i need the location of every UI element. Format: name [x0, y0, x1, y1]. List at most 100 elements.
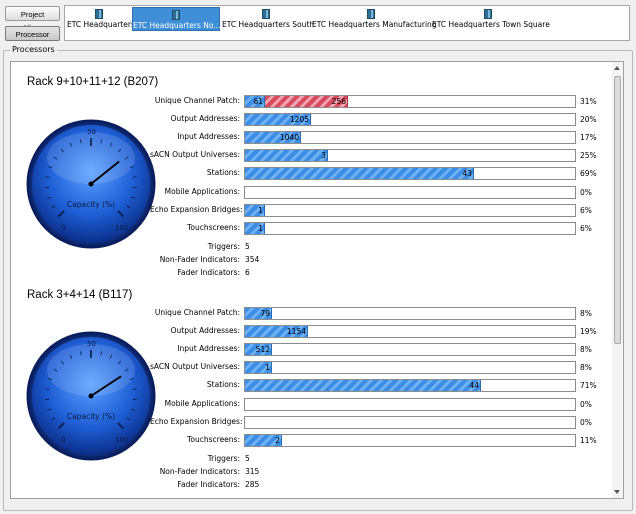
- stat-value: 354: [245, 254, 260, 264]
- usage-percent: 25%: [580, 151, 597, 161]
- usage-bar-value: 79: [260, 309, 270, 318]
- usage-bar: 1205: [244, 113, 576, 127]
- usage-percent: 8%: [580, 363, 592, 373]
- gauge-min-label: 0: [61, 224, 66, 232]
- usage-bar: 1: [244, 203, 576, 217]
- usage-bar-fill: [245, 362, 272, 374]
- usage-bar-value: 1154: [286, 327, 306, 337]
- processor-view-button[interactable]: Processor View: [5, 26, 60, 52]
- row-label: Output Addresses:: [170, 326, 240, 336]
- usage-bar-value: 1: [258, 223, 263, 233]
- gauge-svg: [26, 119, 156, 249]
- usage-percent: 6%: [580, 223, 592, 233]
- usage-bar-value: 61: [253, 97, 263, 106]
- usage-percent: 71%: [580, 381, 597, 391]
- building-icon: [172, 10, 180, 20]
- usage-bar-value: 43: [462, 169, 472, 179]
- building-icon: [262, 9, 270, 19]
- vertical-scrollbar[interactable]: [612, 61, 624, 499]
- system-item-label: ETC Headquarters Manufacturing: [312, 20, 437, 29]
- row-label: Unique Channel Patch:: [154, 308, 240, 317]
- usage-bar-value: 1205: [289, 115, 309, 125]
- building-icon: [95, 9, 103, 19]
- capacity-gauge: 50 0 100 Capacity (%): [25, 330, 157, 462]
- usage-percent: 31%: [580, 97, 597, 106]
- usage-bar-fill: [245, 132, 301, 144]
- row-label: Touchscreens:: [187, 434, 240, 444]
- usage-percent: 8%: [580, 345, 592, 355]
- usage-percent: 8%: [580, 309, 592, 318]
- gauge-max-label: 100: [115, 224, 129, 232]
- usage-bar-value: 44: [469, 381, 479, 391]
- system-item-label: ETC Headquarters Town Square: [432, 20, 550, 29]
- usage-percent: 6%: [580, 205, 592, 215]
- stat-label: Non-Fader Indicators:: [159, 466, 240, 476]
- stat-value: 5: [245, 453, 250, 463]
- system-item-label: ETC Headquarters No...: [133, 21, 221, 30]
- row-label: Stations:: [206, 380, 240, 390]
- usage-bar-fill: [245, 222, 265, 234]
- usage-bar: 1: [244, 361, 576, 375]
- usage-bar-overflow: [265, 96, 348, 107]
- usage-bar-fill: [245, 344, 272, 356]
- usage-percent: 17%: [580, 133, 597, 143]
- system-item-selected[interactable]: ETC Headquarters No...: [132, 7, 220, 31]
- usage-bar-value: 1: [258, 205, 263, 215]
- system-item[interactable]: ETC Headquarters: [67, 7, 135, 31]
- usage-bar: 512: [244, 343, 576, 357]
- row-label: sACN Output Universes:: [150, 362, 240, 372]
- usage-bar-fill: [245, 168, 474, 180]
- gauge-mid-label: 50: [87, 340, 96, 348]
- stat-label: Fader Indicators:: [177, 479, 240, 489]
- stat-label: Triggers:: [207, 241, 240, 251]
- usage-bar: 2: [244, 433, 576, 447]
- processors-group: Processors: [3, 45, 633, 511]
- usage-percent: 11%: [580, 435, 597, 445]
- system-item[interactable]: ETC Headquarters Town Square: [432, 7, 550, 31]
- usage-percent: 0%: [580, 399, 592, 409]
- usage-bar-value: 1040: [279, 133, 299, 143]
- stat-label: Non-Fader Indicators:: [159, 254, 240, 264]
- row-label: Input Addresses:: [177, 344, 240, 354]
- row-label: Input Addresses:: [177, 132, 240, 142]
- gauge-min-label: 0: [61, 436, 66, 444]
- usage-percent: 19%: [580, 327, 597, 337]
- usage-bar-value: 3: [321, 151, 326, 161]
- system-selector: ETC Headquarters ETC Headquarters No... …: [64, 5, 630, 41]
- rack-title: Rack 9+10+11+12 (B207): [27, 76, 159, 88]
- row-label: sACN Output Universes:: [150, 150, 240, 160]
- usage-bar-value: 2: [275, 435, 280, 445]
- usage-percent: 0%: [580, 417, 592, 427]
- usage-bar: 1: [244, 221, 576, 235]
- usage-bar: [244, 397, 576, 411]
- usage-bar-overflow-value: 256: [331, 97, 346, 106]
- usage-bar-fill: [245, 380, 481, 392]
- usage-bar-fill: [245, 150, 328, 162]
- gauge-max-label: 100: [115, 436, 129, 444]
- row-label: Unique Channel Patch:: [154, 96, 240, 105]
- row-label: Output Addresses:: [170, 114, 240, 124]
- stat-value: 285: [245, 479, 260, 489]
- system-item-label: ETC Headquarters: [67, 20, 135, 29]
- usage-bar: 1154: [244, 325, 576, 339]
- usage-percent: 69%: [580, 169, 597, 179]
- scroll-down-icon[interactable]: [614, 490, 620, 494]
- usage-bar: 1040: [244, 131, 576, 145]
- row-label: Touchscreens:: [187, 222, 240, 232]
- system-item-label: ETC Headquarters South: [222, 20, 315, 29]
- row-label: Stations:: [206, 168, 240, 178]
- usage-bar-value: 512: [255, 345, 270, 355]
- system-item[interactable]: ETC Headquarters Manufacturing: [312, 7, 437, 31]
- usage-bar: 79: [244, 307, 576, 320]
- row-label: Echo Expansion Bridges:: [150, 204, 243, 214]
- scroll-thumb[interactable]: [614, 76, 621, 344]
- usage-bar: 61 256: [244, 95, 576, 108]
- project-view-button[interactable]: Project View: [5, 6, 60, 32]
- group-title: Processors: [10, 45, 57, 54]
- usage-bar: [244, 185, 576, 199]
- system-item[interactable]: ETC Headquarters South: [222, 7, 315, 31]
- building-icon: [484, 9, 492, 19]
- scroll-up-icon[interactable]: [614, 66, 620, 70]
- gauge-needle: [90, 160, 120, 185]
- gauge-needle: [90, 375, 122, 397]
